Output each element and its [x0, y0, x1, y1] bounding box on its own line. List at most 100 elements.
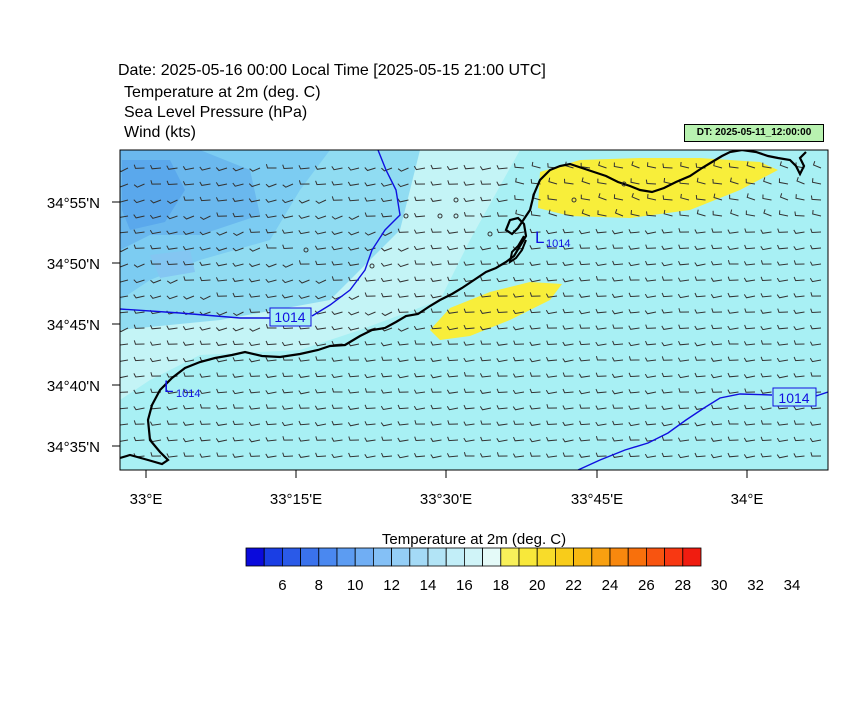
wind-barb [743, 437, 756, 442]
wind-barb [347, 246, 360, 251]
wind-barb [215, 421, 228, 426]
wind-barb [513, 420, 525, 425]
colorbar-swatch [591, 547, 611, 567]
wind-barb [694, 245, 706, 250]
wind-barb [562, 358, 574, 363]
wind-barb [645, 260, 657, 266]
colorbar-label: 20 [529, 577, 546, 594]
wind-barb [760, 340, 772, 345]
wind-barb [545, 309, 558, 315]
wind-barb [298, 214, 310, 219]
wind-barb [628, 325, 640, 330]
wind-barb [710, 341, 723, 346]
wind-barb [463, 181, 475, 186]
wind-barb [430, 454, 442, 459]
wind-barb [248, 438, 261, 443]
wind-barb [215, 262, 228, 267]
wind-barb [430, 388, 442, 393]
wind-barb [281, 279, 294, 284]
wind-barb [677, 357, 690, 362]
isobar-1014-west [120, 150, 401, 319]
wind-barb [779, 193, 789, 201]
wind-barb [215, 341, 228, 346]
lon-axis [145, 470, 748, 478]
wind-barb [677, 293, 690, 299]
wind-barb [678, 324, 690, 330]
wind-barb [149, 421, 162, 426]
wind-barb [348, 372, 360, 378]
wind-barb [120, 375, 129, 379]
wind-barb [776, 421, 789, 426]
svg-text:1014: 1014 [546, 238, 570, 250]
wind-barb [529, 261, 541, 266]
wind-barb [678, 244, 690, 250]
svg-text:1014: 1014 [176, 388, 200, 400]
wind-barb [496, 165, 508, 170]
wind-barb [578, 437, 591, 442]
wind-barb [282, 372, 294, 378]
wind-barb [166, 453, 178, 458]
wind-barb [133, 324, 145, 329]
wind-barb [199, 340, 211, 345]
wind-barb [232, 182, 244, 187]
isobar-label-2: 1014 [772, 387, 817, 407]
wind-barb [530, 210, 541, 217]
wind-barb [628, 405, 640, 410]
wind-barb [298, 357, 310, 362]
wind-barb [133, 356, 145, 362]
wind-barb [166, 215, 178, 220]
wind-barb [711, 404, 723, 410]
wind-barb [547, 194, 558, 201]
wind-barb [347, 389, 360, 394]
wind-barb [183, 388, 195, 394]
wind-barb [232, 437, 244, 442]
wind-barb [364, 454, 376, 459]
wind-barb [430, 404, 442, 410]
wind-barb [348, 231, 360, 236]
wind-barb [711, 388, 723, 393]
wind-barb [614, 209, 624, 217]
wind-barb [760, 373, 772, 378]
wind-barb [611, 310, 624, 315]
wind-barb [776, 294, 789, 299]
wind-barb [611, 373, 624, 378]
wind-barb [595, 276, 607, 281]
wind-barb [776, 261, 789, 266]
wind-barb [281, 341, 294, 347]
wind-barb [595, 228, 607, 234]
wind-barb [779, 161, 789, 169]
wind-barb [793, 373, 805, 378]
wind-barb [710, 374, 723, 379]
wind-barb [595, 356, 607, 361]
wind-barb [430, 308, 442, 313]
wind-barb [810, 452, 822, 457]
wind-barb [248, 263, 261, 268]
colorbar-label: 18 [492, 577, 509, 594]
wind-barb [397, 341, 409, 346]
wind-barb [463, 404, 475, 410]
wind-barb [694, 342, 706, 347]
map-frame [119, 149, 829, 471]
wind-barb [579, 260, 591, 266]
wind-barb [150, 260, 162, 265]
wind-barb [216, 372, 228, 377]
wind-barb [512, 453, 525, 458]
isobar-label-1: 1014 [269, 307, 312, 327]
wind-barb [133, 164, 145, 169]
wind-barb [331, 261, 343, 266]
wind-barb [598, 193, 607, 201]
wind-barb [810, 372, 822, 377]
wind-barb [380, 342, 393, 347]
wind-barb [248, 183, 261, 188]
wind-barb [727, 405, 739, 411]
wind-barb [810, 228, 822, 234]
wind-barb [463, 372, 475, 377]
wind-barb [149, 357, 162, 363]
wind-barb [133, 263, 145, 268]
wind-barb [397, 404, 409, 410]
wind-barb [182, 166, 195, 171]
wind-barb [513, 356, 525, 362]
wind-barb [298, 279, 310, 284]
wind-barb [133, 279, 145, 284]
wind-barb [710, 437, 723, 442]
